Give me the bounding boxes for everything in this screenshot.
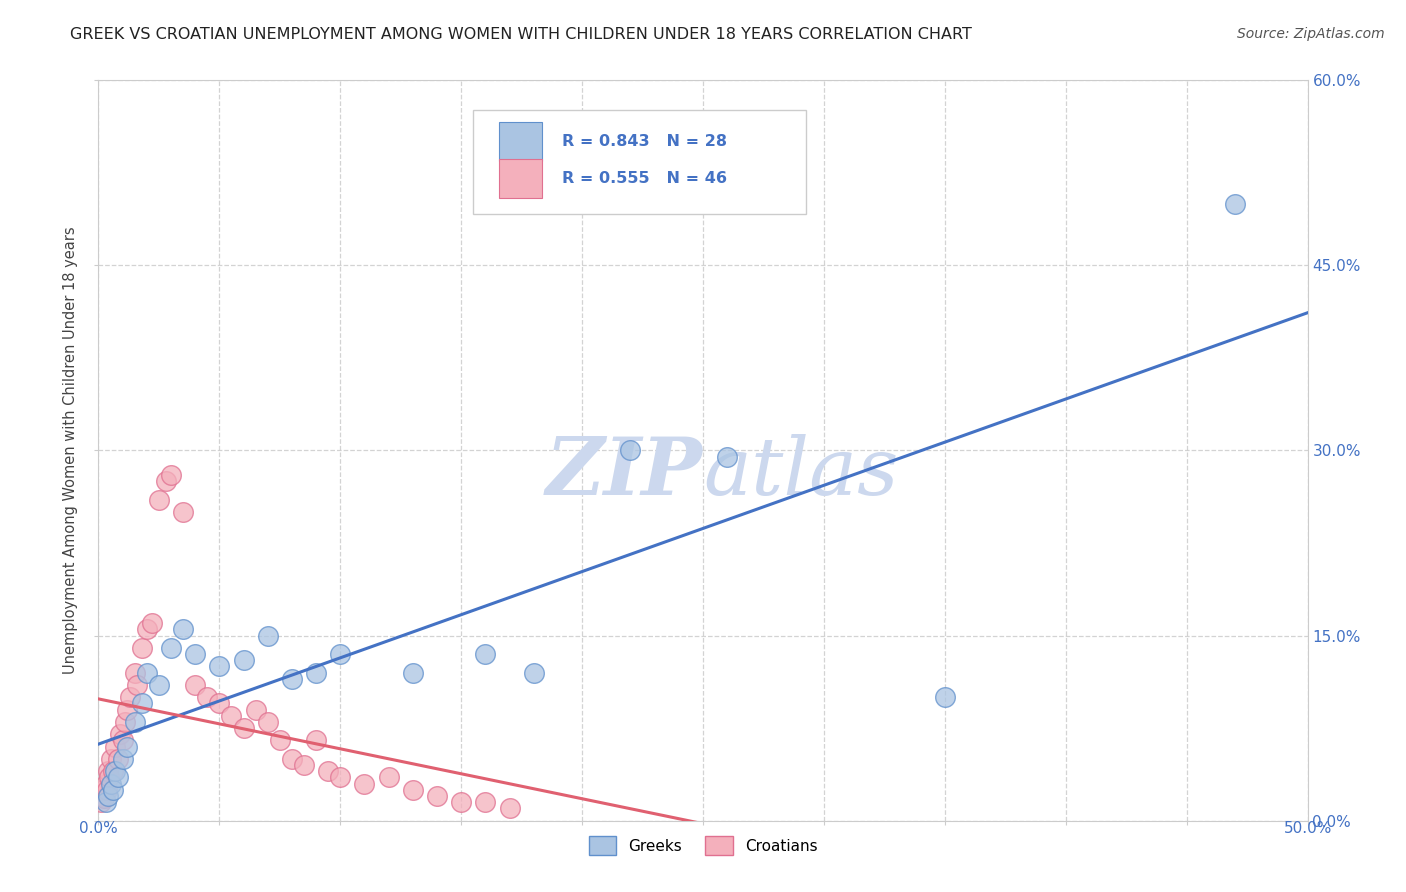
Point — [208, 697, 231, 711]
Point — [245, 703, 267, 717]
Point — [91, 789, 114, 803]
Point — [1223, 196, 1246, 211]
Point — [498, 801, 520, 815]
Point — [101, 782, 124, 797]
Text: Source: ZipAtlas.com: Source: ZipAtlas.com — [1237, 27, 1385, 41]
Point — [474, 647, 496, 661]
Point — [160, 640, 183, 655]
Point — [195, 690, 218, 705]
Point — [104, 739, 127, 754]
Point — [232, 653, 254, 667]
Point — [232, 721, 254, 735]
FancyBboxPatch shape — [499, 160, 543, 198]
Point — [94, 795, 117, 809]
Point — [131, 640, 153, 655]
Point — [281, 672, 304, 686]
Point — [111, 733, 134, 747]
Point — [97, 764, 120, 779]
Point — [94, 776, 117, 791]
Point — [256, 714, 278, 729]
Point — [316, 764, 339, 779]
Point — [934, 690, 956, 705]
Point — [100, 752, 122, 766]
Point — [127, 678, 149, 692]
Point — [269, 733, 291, 747]
Point — [104, 764, 127, 779]
Point — [124, 714, 146, 729]
Point — [184, 647, 207, 661]
Point — [353, 776, 375, 791]
Point — [160, 468, 183, 483]
Point — [292, 758, 315, 772]
Point — [118, 690, 141, 705]
Point — [108, 727, 131, 741]
Point — [91, 782, 114, 797]
Text: 50.0%: 50.0% — [1284, 821, 1331, 836]
Point — [184, 678, 207, 692]
Text: R = 0.843   N = 28: R = 0.843 N = 28 — [561, 134, 727, 149]
Point — [93, 791, 115, 805]
Point — [117, 703, 139, 717]
Point — [107, 771, 129, 785]
Point — [107, 752, 129, 766]
Text: GREEK VS CROATIAN UNEMPLOYMENT AMONG WOMEN WITH CHILDREN UNDER 18 YEARS CORRELAT: GREEK VS CROATIAN UNEMPLOYMENT AMONG WOM… — [70, 27, 972, 42]
Point — [135, 665, 157, 680]
FancyBboxPatch shape — [499, 122, 543, 161]
Point — [90, 795, 112, 809]
Point — [474, 795, 496, 809]
Point — [329, 647, 352, 661]
Text: ZIP: ZIP — [546, 434, 703, 511]
Point — [377, 771, 399, 785]
Point — [98, 771, 121, 785]
Point — [135, 623, 157, 637]
Point — [256, 628, 278, 642]
Text: atlas: atlas — [703, 434, 898, 511]
Point — [305, 733, 328, 747]
Point — [148, 678, 170, 692]
Point — [221, 708, 243, 723]
Point — [619, 443, 641, 458]
Legend: Greeks, Croatians: Greeks, Croatians — [582, 830, 824, 861]
Point — [208, 659, 231, 673]
Text: R = 0.555   N = 46: R = 0.555 N = 46 — [561, 171, 727, 186]
Point — [148, 492, 170, 507]
Point — [402, 782, 425, 797]
Point — [450, 795, 472, 809]
Point — [117, 739, 139, 754]
Point — [114, 714, 136, 729]
Point — [97, 789, 120, 803]
Point — [111, 752, 134, 766]
Point — [172, 505, 194, 519]
Point — [523, 665, 546, 680]
Point — [172, 623, 194, 637]
Point — [305, 665, 328, 680]
Point — [426, 789, 449, 803]
Point — [100, 776, 122, 791]
Point — [281, 752, 304, 766]
Point — [329, 771, 352, 785]
Point — [155, 475, 177, 489]
FancyBboxPatch shape — [474, 110, 806, 213]
Point — [124, 665, 146, 680]
Point — [131, 697, 153, 711]
Point — [716, 450, 738, 464]
Point — [141, 616, 163, 631]
Point — [101, 764, 124, 779]
Point — [96, 782, 118, 797]
Text: 0.0%: 0.0% — [79, 821, 118, 836]
Y-axis label: Unemployment Among Women with Children Under 18 years: Unemployment Among Women with Children U… — [63, 227, 79, 674]
Point — [402, 665, 425, 680]
